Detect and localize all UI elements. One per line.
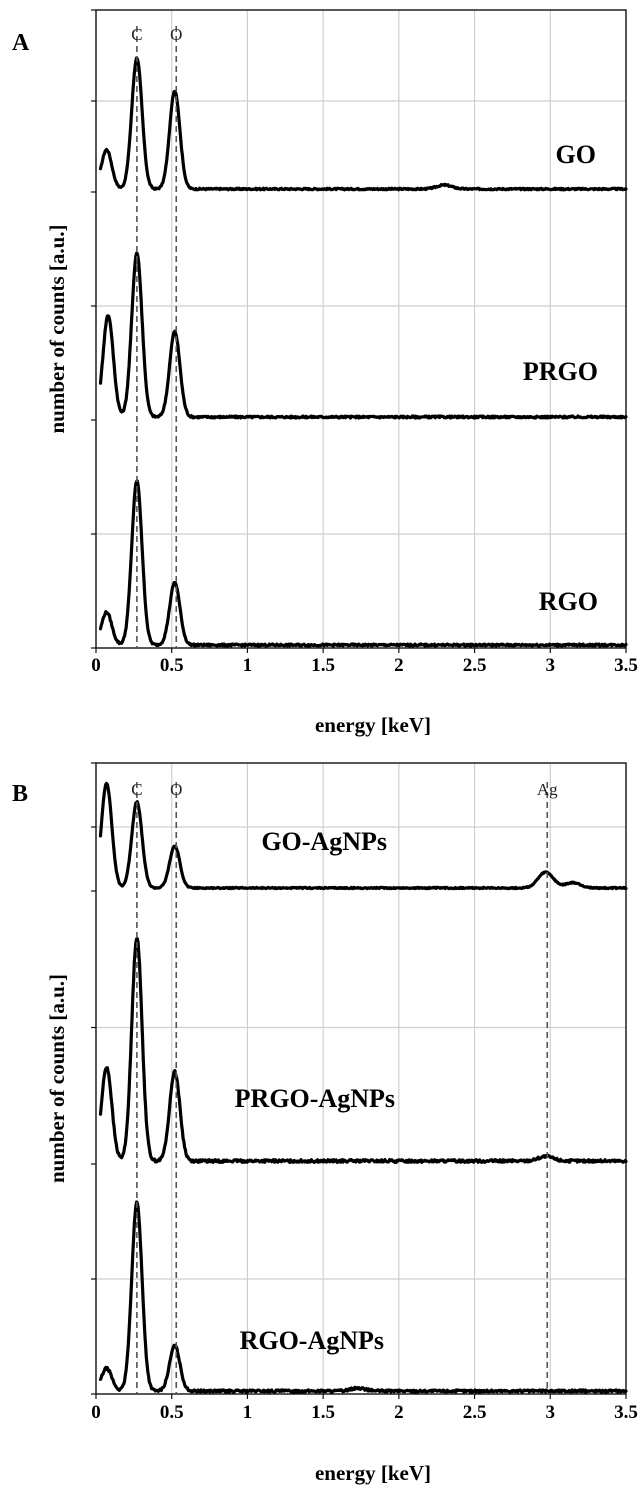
x-tick-label: 2 (394, 1402, 404, 1423)
spectrum-trace (98, 56, 628, 192)
element-label: O (170, 780, 182, 799)
spectrum-trace (98, 781, 628, 891)
x-tick-label: 0.5 (160, 1402, 184, 1423)
panel-b: 0 0.5 1 1.5 2 2.5 3 3.5 GO-AgNPs PRGO-AgNPs RGO-Ag… (12, 762, 638, 1485)
spectrum-trace (98, 251, 628, 420)
y-axis-label: number of counts [a.u.] (45, 974, 69, 1183)
plot-frame (95, 762, 627, 1395)
spectrum-trace (98, 937, 628, 1164)
element-label: C (131, 780, 142, 799)
x-tick-label: 3.5 (614, 655, 638, 676)
series-label: RGO (539, 587, 598, 616)
plot-frame (95, 9, 627, 649)
x-tick-label: 1 (243, 655, 253, 676)
x-tick-label: 1.5 (311, 1402, 335, 1423)
x-tick-label: 1 (243, 1402, 253, 1423)
x-tick-label: 2.5 (463, 655, 487, 676)
x-axis-label: energy [keV] (315, 1461, 431, 1485)
series-label: GO-AgNPs (261, 827, 387, 856)
series-label: GO (556, 140, 596, 169)
series-label: PRGO (523, 357, 598, 386)
x-tick-label: 2 (394, 655, 404, 676)
x-axis-label: energy [keV] (315, 713, 431, 737)
element-label: O (170, 25, 182, 44)
x-tick-label: 0 (91, 655, 101, 676)
element-label: Ag (537, 780, 558, 799)
spectrum-trace (98, 1200, 628, 1394)
x-tick-label: 3 (546, 655, 556, 676)
element-label: C (131, 25, 142, 44)
panel-letter: B (12, 781, 28, 807)
series-label: RGO-AgNPs (240, 1326, 384, 1355)
x-tick-label: 1.5 (311, 655, 335, 676)
series-label: PRGO-AgNPs (235, 1084, 395, 1113)
y-axis-label: number of counts [a.u.] (45, 224, 69, 433)
x-tick-label: 0 (91, 1402, 101, 1423)
x-tick-label: 3 (546, 1402, 556, 1423)
x-tick-label: 3.5 (614, 1402, 638, 1423)
x-tick-label: 0.5 (160, 655, 184, 676)
spectrum-trace (98, 479, 628, 648)
x-tick-label: 2.5 (463, 1402, 487, 1423)
panel-letter: A (12, 30, 30, 56)
